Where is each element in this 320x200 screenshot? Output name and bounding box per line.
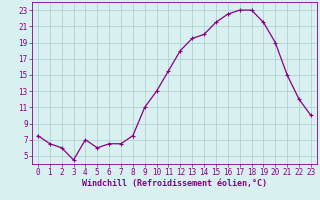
X-axis label: Windchill (Refroidissement éolien,°C): Windchill (Refroidissement éolien,°C)	[82, 179, 267, 188]
